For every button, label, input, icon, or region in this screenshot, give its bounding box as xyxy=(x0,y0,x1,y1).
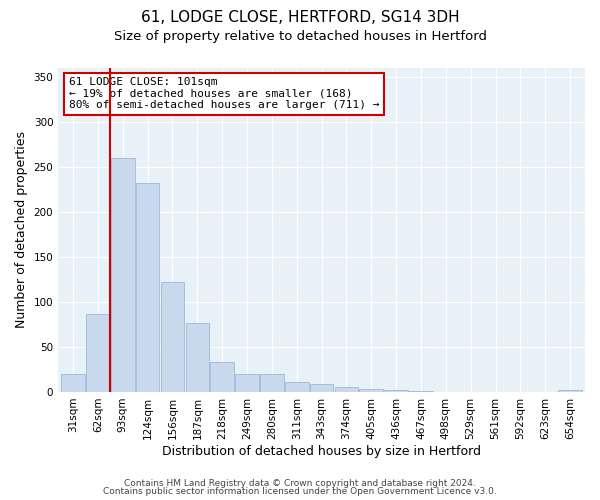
Bar xyxy=(558,390,582,392)
Text: Size of property relative to detached houses in Hertford: Size of property relative to detached ho… xyxy=(113,30,487,43)
Text: Contains public sector information licensed under the Open Government Licence v3: Contains public sector information licen… xyxy=(103,487,497,496)
Bar xyxy=(161,282,184,392)
Bar xyxy=(285,382,308,392)
Bar xyxy=(111,158,134,392)
Bar xyxy=(211,362,234,392)
Bar xyxy=(409,391,433,392)
Text: 61, LODGE CLOSE, HERTFORD, SG14 3DH: 61, LODGE CLOSE, HERTFORD, SG14 3DH xyxy=(140,10,460,25)
Bar xyxy=(136,183,160,392)
Bar xyxy=(185,322,209,392)
Bar xyxy=(335,388,358,392)
Bar xyxy=(310,384,334,392)
Bar xyxy=(385,390,408,392)
Bar xyxy=(359,390,383,392)
Text: 61 LODGE CLOSE: 101sqm
← 19% of detached houses are smaller (168)
80% of semi-de: 61 LODGE CLOSE: 101sqm ← 19% of detached… xyxy=(69,77,379,110)
Bar xyxy=(86,314,110,392)
Bar xyxy=(260,374,284,392)
Bar xyxy=(61,374,85,392)
Text: Contains HM Land Registry data © Crown copyright and database right 2024.: Contains HM Land Registry data © Crown c… xyxy=(124,478,476,488)
X-axis label: Distribution of detached houses by size in Hertford: Distribution of detached houses by size … xyxy=(162,444,481,458)
Y-axis label: Number of detached properties: Number of detached properties xyxy=(15,131,28,328)
Bar xyxy=(235,374,259,392)
